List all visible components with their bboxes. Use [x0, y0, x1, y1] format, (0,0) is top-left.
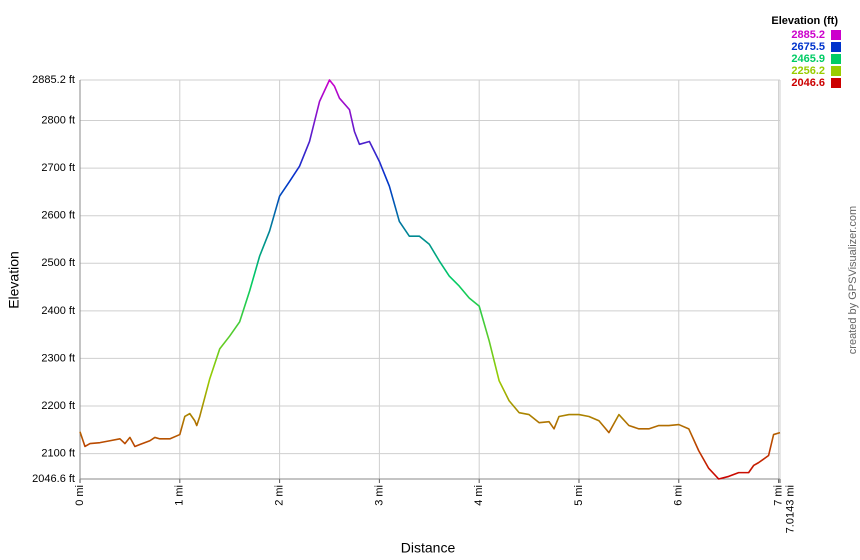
elevation-line: [79, 79, 781, 480]
legend-label: 2465.9: [791, 53, 825, 65]
y-tick-label: 2046.6 ft: [32, 473, 75, 485]
y-tick-label: 2300 ft: [41, 352, 75, 364]
legend-swatch: [831, 78, 841, 88]
y-tick-label: 2885.2 ft: [32, 74, 75, 86]
legend-swatch: [831, 42, 841, 52]
y-tick-label: 2200 ft: [41, 400, 75, 412]
x-tick-label: 4 mi: [473, 485, 485, 506]
legend-label: 2885.2: [791, 29, 825, 41]
legend-swatch: [831, 30, 841, 40]
y-tick-label: 2800 ft: [41, 114, 75, 126]
y-tick-label: 2400 ft: [41, 305, 75, 317]
y-axis-label: Elevation: [6, 251, 22, 309]
legend-label: 2675.5: [791, 41, 825, 53]
x-tick-label: 1 mi: [174, 485, 186, 506]
legend-label: 2046.6: [791, 77, 825, 89]
legend-title: Elevation (ft): [771, 15, 838, 27]
y-tick-label: 2100 ft: [41, 447, 75, 459]
x-tick-label: 2 mi: [273, 485, 285, 506]
x-tick-label: 6 mi: [673, 485, 685, 506]
legend-label: 2256.2: [791, 65, 825, 77]
x-tick-label: 0 mi: [74, 485, 86, 506]
legend-swatch: [831, 66, 841, 76]
x-tick-label: 5 mi: [573, 485, 585, 506]
legend-swatch: [831, 54, 841, 64]
y-tick-label: 2600 ft: [41, 210, 75, 222]
x-tick-label: 3 mi: [373, 485, 385, 506]
x-tick-label: 7 mi: [772, 485, 784, 506]
x-tick-label: 7.0143 mi: [784, 485, 796, 533]
credit: created by GPSVisualizer.com: [847, 206, 859, 354]
y-tick-label: 2500 ft: [41, 257, 75, 269]
x-axis-label: Distance: [401, 540, 456, 556]
y-tick-label: 2700 ft: [41, 162, 75, 174]
